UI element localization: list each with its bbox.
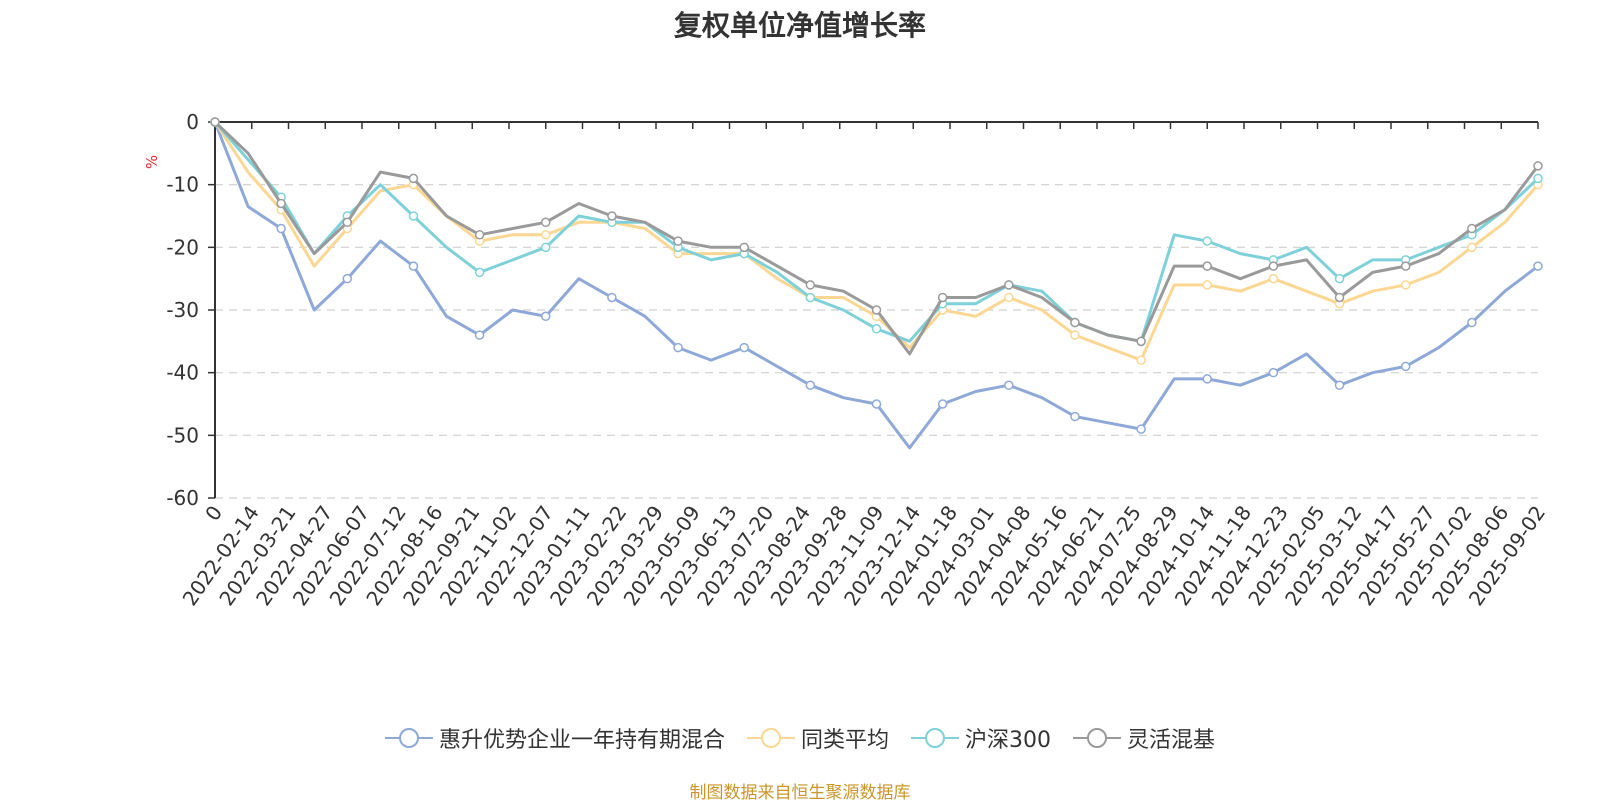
data-point: [1533, 161, 1543, 171]
legend-marker-flexible-mixed: [1073, 728, 1121, 748]
data-point: [1004, 280, 1014, 290]
legend-label-flexible-mixed: 灵活混基: [1127, 728, 1216, 753]
y-tick-label: -60: [166, 486, 199, 510]
data-point: [805, 380, 816, 390]
data-point: [408, 173, 419, 184]
data-point: [276, 223, 286, 234]
data-point: [1400, 361, 1411, 372]
data-point: [1136, 336, 1146, 347]
data-point: [1533, 173, 1543, 184]
data-point: [1334, 292, 1345, 303]
data-point: [805, 292, 816, 303]
y-tick-label: -10: [166, 173, 199, 197]
data-point: [541, 217, 551, 228]
data-point: [1136, 355, 1146, 365]
legend-label-peer-average: 同类平均: [800, 728, 889, 753]
data-point: [1467, 242, 1477, 253]
data-point: [607, 211, 617, 221]
data-point: [1334, 273, 1345, 284]
y-axis-unit: %: [143, 155, 161, 169]
chart-legend: 惠升优势企业一年持有期混合 同类平均 沪深300 灵活混基: [0, 722, 1600, 754]
chart-title: 复权单位净值增长率: [673, 9, 926, 42]
y-tick-label: 0: [186, 110, 199, 134]
legend-marker-fund: [384, 728, 433, 748]
data-point: [1533, 261, 1543, 271]
data-point: [1268, 367, 1279, 378]
data-point: [1400, 280, 1411, 290]
data-point: [673, 236, 683, 246]
data-point: [1202, 280, 1212, 290]
data-point: [1070, 330, 1080, 340]
data-point: [1467, 317, 1477, 328]
y-tick-label: -30: [166, 298, 199, 322]
legend-item-csi300[interactable]: 沪深300: [911, 722, 1051, 754]
y-tick-label: -40: [166, 361, 199, 385]
legend-label-fund: 惠升优势企业一年持有期混合: [438, 728, 725, 753]
legend-marker-csi300: [911, 728, 959, 748]
legend-marker-peer-average: [746, 728, 795, 748]
data-point: [276, 198, 286, 209]
legend-item-fund[interactable]: 惠升优势企业一年持有期混合: [384, 722, 725, 754]
data-point: [342, 217, 353, 228]
series-0: [210, 117, 1543, 450]
data-point: [1004, 292, 1014, 303]
data-point: [1467, 223, 1477, 234]
data-point: [1268, 273, 1279, 284]
data-point: [871, 305, 882, 315]
data-point: [1004, 380, 1014, 390]
data-point: [871, 399, 882, 409]
data-point: [474, 330, 485, 340]
y-tick-label: -20: [166, 235, 199, 259]
series-3: [210, 117, 1543, 356]
x-tick-label: 0: [200, 501, 227, 525]
data-point: [1202, 261, 1212, 271]
data-point: [937, 292, 948, 303]
data-point: [1334, 380, 1345, 390]
data-point: [607, 292, 617, 303]
legend-item-flexible-mixed[interactable]: 灵活混基: [1073, 722, 1215, 754]
data-point: [474, 230, 485, 240]
data-point: [1070, 317, 1080, 328]
data-point: [1268, 261, 1279, 271]
legend-item-peer-average[interactable]: 同类平均: [746, 722, 889, 754]
data-point: [1070, 411, 1080, 422]
data-point: [1400, 261, 1411, 271]
data-point: [805, 280, 816, 290]
legend-label-csi300: 沪深300: [965, 728, 1051, 753]
data-point: [1202, 374, 1212, 384]
data-point: [408, 211, 419, 221]
data-point: [474, 267, 485, 278]
data-point: [937, 399, 948, 409]
y-tick-label: -50: [166, 423, 199, 447]
data-point: [673, 342, 683, 353]
data-point: [739, 342, 749, 353]
series-line: [213, 121, 1539, 450]
data-point: [1136, 424, 1146, 434]
data-point: [541, 242, 551, 253]
data-point: [408, 261, 419, 271]
data-point: [541, 230, 551, 240]
data-point: [871, 324, 882, 334]
data-point: [1202, 236, 1212, 246]
data-source-note: 制图数据来自恒生聚源数据库: [689, 783, 911, 803]
data-point: [342, 273, 353, 284]
data-point: [210, 117, 220, 127]
data-point: [739, 242, 749, 253]
data-point: [541, 311, 551, 322]
